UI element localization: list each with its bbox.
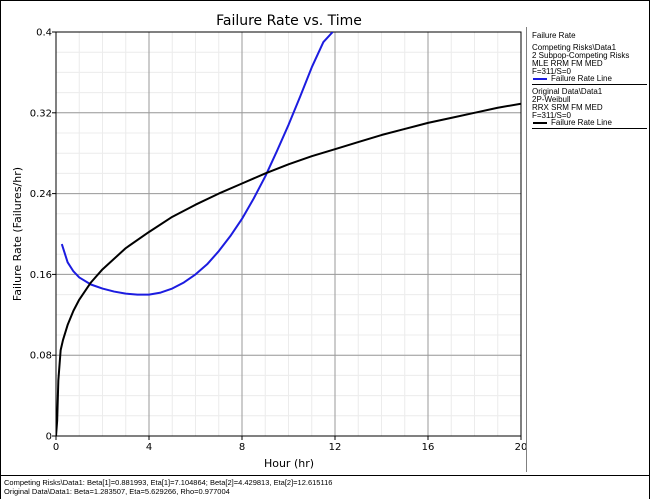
legend-group-1-counts: F=311/S=0 [532, 67, 571, 76]
legend-group-1-line-label: Failure Rate Line [551, 74, 612, 83]
y-tick-label: 0.24 [30, 189, 52, 200]
footer-parameters: Competing Risks\Data1: Beta[1]=0.881993,… [1, 475, 649, 500]
legend-group-2-name: Original Data\Data1 [532, 87, 603, 96]
legend-header: Failure Rate [532, 31, 576, 40]
y-tick-label: 0.32 [30, 108, 52, 119]
x-tick-label: 8 [239, 442, 245, 453]
y-tick-label: 0.4 [36, 28, 52, 39]
legend-group-2-line-label: Failure Rate Line [551, 118, 612, 127]
x-tick-label: 20 [515, 442, 528, 453]
legend-group-1-method: MLE RRM FM MED [532, 59, 603, 68]
plot-area [55, 31, 522, 437]
x-tick-label: 0 [53, 442, 59, 453]
y-tick-label: 0.08 [30, 351, 52, 362]
legend-divider [532, 128, 647, 129]
legend: Failure Rate Competing Risks\Data1 2 Sub… [526, 27, 648, 472]
legend-group-2-model: 2P-Weibull [532, 95, 571, 104]
legend-swatch-black [533, 122, 547, 124]
series-line-competing-risks [60, 32, 334, 296]
x-tick-label: 4 [146, 442, 152, 453]
legend-divider [532, 84, 647, 85]
y-axis-label: Failure Rate (Failures/hr) [11, 167, 24, 301]
footer-line-competing-risks: Competing Risks\Data1: Beta[1]=0.881993,… [4, 478, 333, 487]
legend-group-2-counts: F=311/S=0 [532, 111, 571, 120]
legend-group-2-method: RRX SRM FM MED [532, 103, 603, 112]
legend-group-1-name: Competing Risks\Data1 [532, 43, 617, 52]
series-line-original-data [56, 102, 521, 436]
y-tick-label: 0 [46, 432, 52, 443]
x-tick-label: 12 [329, 442, 342, 453]
grid [56, 32, 521, 436]
chart-title: Failure Rate vs. Time [216, 13, 362, 29]
x-axis-label: Hour (hr) [264, 457, 314, 470]
legend-swatch-blue [533, 78, 547, 80]
y-tick-label: 0.16 [30, 270, 52, 281]
x-tick-label: 16 [422, 442, 435, 453]
series [56, 32, 521, 436]
footer-line-original-data: Original Data\Data1: Beta=1.283507, Eta=… [4, 487, 230, 496]
legend-group-1-model: 2 Subpop-Competing Risks [532, 51, 630, 60]
tick-labels: 0 4 8 12 16 20 0 0.08 0.16 0.24 0.32 0.4 [30, 28, 528, 454]
